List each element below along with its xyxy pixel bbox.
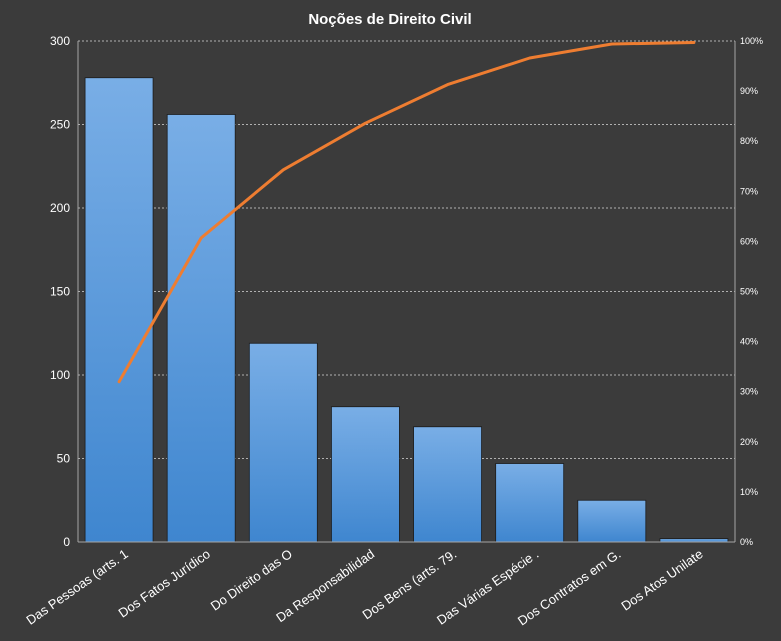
secondary-y-tick-label: 10% (740, 487, 758, 497)
x-tick-label: Dos Atos Unilate (618, 546, 705, 613)
bar (84, 77, 154, 543)
y-tick-label: 50 (57, 452, 71, 466)
y-tick-label: 100 (50, 368, 70, 382)
secondary-y-tick-label: 0% (740, 537, 753, 547)
secondary-y-axis-ticks: 0% 10% 20% 30% 40% 50% 60% 70% 80% 90% 100% (740, 36, 763, 547)
x-tick-label: Dos Fatos Jurídico (116, 546, 213, 620)
cumulative-line-path (117, 41, 696, 384)
y-tick-label: 150 (50, 285, 70, 299)
bar (166, 114, 236, 543)
bar (659, 538, 729, 543)
bar (248, 342, 318, 543)
secondary-y-tick-label: 20% (740, 437, 758, 447)
secondary-y-tick-label: 70% (740, 186, 758, 196)
x-tick-label: Do Direito das O (208, 546, 295, 613)
secondary-y-tick-label: 80% (740, 136, 758, 146)
y-tick-label: 0 (63, 535, 70, 549)
axes (77, 41, 736, 543)
secondary-y-tick-label: 60% (740, 236, 758, 246)
chart-title: Noções de Direito Civil (308, 11, 471, 28)
secondary-y-tick-label: 50% (740, 287, 758, 297)
secondary-y-tick-label: 30% (740, 387, 758, 397)
bar (495, 463, 565, 543)
x-tick-label: Das Pessoas (arts. 1 (23, 546, 130, 627)
y-tick-label: 250 (50, 118, 70, 132)
secondary-y-tick-label: 40% (740, 337, 758, 347)
bar (413, 426, 482, 543)
y-tick-label: 300 (50, 34, 70, 48)
bars (84, 77, 729, 543)
bar (577, 499, 647, 543)
y-axis-ticks: 0 50 100 150 200 250 300 (50, 34, 70, 549)
bar (331, 406, 400, 543)
secondary-y-tick-label: 100% (740, 36, 763, 46)
y-tick-label: 200 (50, 201, 70, 215)
cumulative-line (117, 41, 696, 384)
secondary-y-tick-label: 90% (740, 86, 758, 96)
